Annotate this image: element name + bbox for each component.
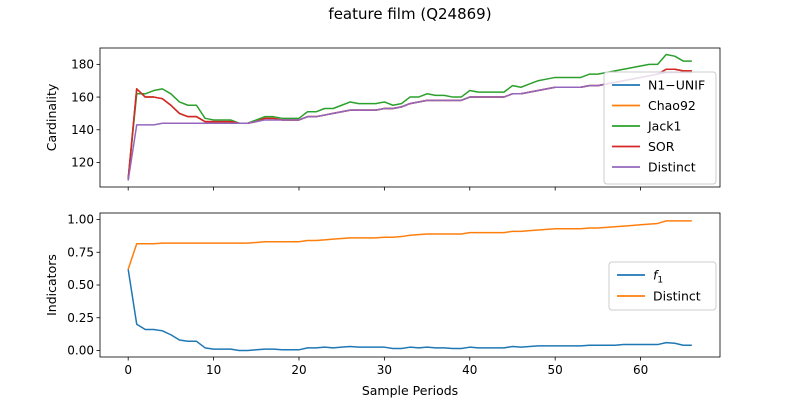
legend-label: Jack1 xyxy=(647,119,681,134)
legend-label: SOR xyxy=(648,139,675,154)
series-line-2-1 xyxy=(127,269,692,352)
y-tick-label: 0.75 xyxy=(67,245,94,259)
legend-box xyxy=(603,71,717,185)
x-tick-label: 10 xyxy=(206,363,221,377)
axes-frame xyxy=(99,47,721,188)
y-tick-label: 140 xyxy=(71,123,94,137)
chart-title: feature film (Q24869) xyxy=(328,5,491,23)
legend-label: Distinct xyxy=(653,289,701,304)
legend: N1−UNIF Chao92 Jack1 SOR Distinct xyxy=(603,71,717,185)
legend-label: N1−UNIF xyxy=(648,78,705,93)
subplot-2: 0.00 0.25 0.50 0.75 1.00 0 10 20 30 40 50 60 Indicat… xyxy=(44,212,721,398)
y-tick-label: 180 xyxy=(71,58,94,72)
y-tick-label: 1.00 xyxy=(67,213,94,227)
series-line-1-3 xyxy=(127,53,692,179)
legend-label: Chao92 xyxy=(648,98,696,113)
legend-label: f1 xyxy=(653,268,663,286)
y-tick-label: 0.00 xyxy=(67,344,94,358)
legend: f1 Distinct xyxy=(608,261,717,311)
x-tick-label: 50 xyxy=(548,363,563,377)
y-tick-label: 0.25 xyxy=(67,311,94,325)
x-tick-label: 30 xyxy=(377,363,392,377)
x-tick-label: 20 xyxy=(291,363,306,377)
y-axis-label: Indicators xyxy=(44,254,59,316)
y-axis-label: Cardinality xyxy=(44,83,59,151)
series-line-1-5 xyxy=(127,71,692,181)
legend-box xyxy=(608,261,717,311)
y-tick-label: 0.50 xyxy=(67,278,94,292)
x-tick-label: 60 xyxy=(633,363,648,377)
y-tick-label: 120 xyxy=(71,156,94,170)
x-axis-label: Sample Periods xyxy=(362,383,458,398)
x-tick-label: 0 xyxy=(124,363,132,377)
subplot-1: 120 140 160 180 Cardinality N1−UNIF Chao92 Jack… xyxy=(44,47,721,191)
legend-label: Distinct xyxy=(648,160,696,175)
x-tick-label: 40 xyxy=(462,363,477,377)
series-line-2-2 xyxy=(127,220,692,270)
y-tick-label: 160 xyxy=(71,90,94,104)
